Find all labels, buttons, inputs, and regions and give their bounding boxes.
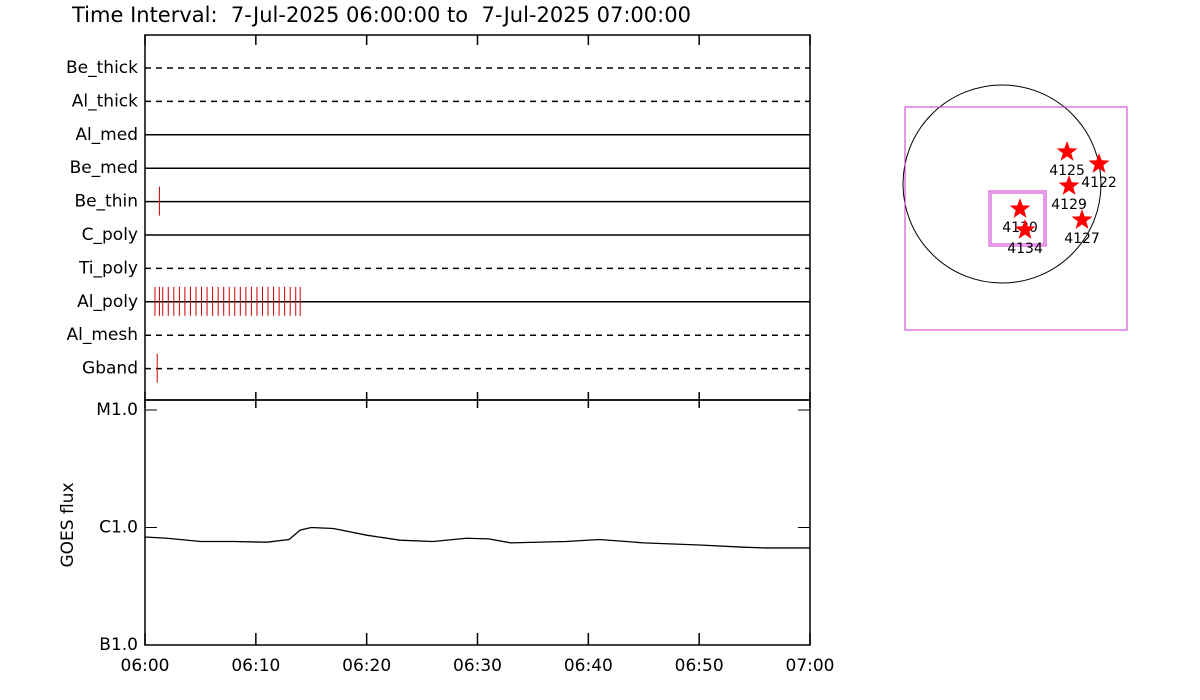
row-label: Be_med bbox=[70, 158, 138, 178]
row-label: Ti_poly bbox=[78, 258, 138, 278]
y-tick-label: M1.0 bbox=[96, 400, 138, 420]
x-tick-label: 06:50 bbox=[675, 656, 724, 676]
y-tick-label: C1.0 bbox=[99, 518, 138, 538]
goes-frame bbox=[144, 399, 811, 646]
x-tick-label: 07:00 bbox=[786, 656, 835, 676]
row-label: Be_thick bbox=[66, 58, 138, 78]
ar-label: 4134 bbox=[1007, 241, 1043, 257]
chart-title: Time Interval: 7-Jul-2025 06:00:00 to 7-… bbox=[71, 3, 691, 27]
row-label: Al_thick bbox=[72, 91, 138, 111]
ar-star bbox=[1056, 140, 1078, 161]
ar-label: 4122 bbox=[1081, 175, 1117, 191]
map-box bbox=[904, 106, 1128, 331]
fov-box bbox=[988, 190, 1047, 247]
ar-label: 4127 bbox=[1064, 231, 1100, 247]
y-tick-label: B1.0 bbox=[99, 635, 138, 655]
ar-star bbox=[1009, 198, 1031, 218]
ar-star bbox=[1088, 153, 1110, 173]
ar-label: 4125 bbox=[1049, 163, 1085, 179]
x-tick-label: 06:30 bbox=[453, 656, 502, 676]
x-tick-label: 06:10 bbox=[231, 656, 280, 676]
solar-disk bbox=[902, 84, 1102, 284]
ar-star bbox=[1071, 209, 1093, 229]
row-label: Al_poly bbox=[77, 292, 138, 312]
row-label: C_poly bbox=[82, 225, 138, 245]
timeline-frame bbox=[144, 34, 811, 401]
x-tick-label: 06:00 bbox=[121, 656, 170, 676]
row-label: Al_med bbox=[75, 125, 138, 145]
fov-box bbox=[990, 192, 1045, 245]
ar-star bbox=[1058, 175, 1080, 195]
goes-curve bbox=[144, 526, 810, 549]
ar-star bbox=[1014, 219, 1036, 239]
x-tick-label: 06:20 bbox=[342, 656, 391, 676]
row-label: Al_mesh bbox=[66, 325, 138, 345]
x-tick-label: 06:40 bbox=[564, 656, 613, 676]
row-label: Be_thin bbox=[74, 192, 138, 212]
y-axis-label: GOES flux bbox=[58, 482, 78, 567]
row-label: Gband bbox=[82, 359, 138, 379]
ar-label: 4129 bbox=[1051, 197, 1087, 213]
